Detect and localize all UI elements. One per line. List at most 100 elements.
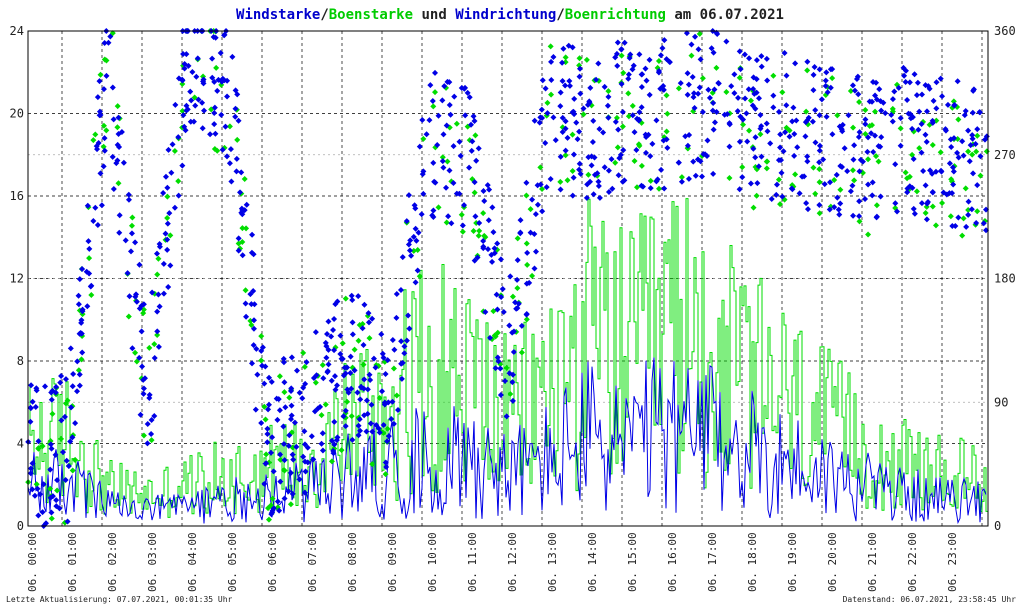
wind-direction-point xyxy=(692,33,699,40)
wind-direction-point xyxy=(139,363,146,370)
wind-direction-point xyxy=(661,37,668,44)
wind-direction-point xyxy=(933,79,940,86)
wind-direction-point xyxy=(301,428,308,435)
wind-direction-point xyxy=(566,82,573,89)
wind-direction-point xyxy=(753,89,760,96)
wind-direction-point xyxy=(76,382,83,389)
wind-direction-point xyxy=(364,386,371,393)
wind-direction-point xyxy=(865,134,872,141)
wind-direction-point xyxy=(601,164,608,171)
gust-direction-point xyxy=(873,202,880,209)
wind-direction-point xyxy=(406,325,413,332)
gust-direction-point xyxy=(128,222,135,229)
wind-direction-point xyxy=(891,88,898,95)
gust-direction-point xyxy=(619,123,626,130)
wind-direction-point xyxy=(264,431,271,438)
wind-direction-point xyxy=(96,112,103,119)
gust-direction-point xyxy=(453,120,460,127)
wind-direction-point xyxy=(537,114,544,121)
wind-direction-point xyxy=(85,238,92,245)
gust-direction-point xyxy=(443,219,450,226)
wind-direction-point xyxy=(27,418,34,425)
wind-direction-point xyxy=(755,163,762,170)
gust-direction-point xyxy=(90,137,97,144)
wind-direction-point xyxy=(710,49,717,56)
wind-direction-point xyxy=(430,159,437,166)
wind-direction-point xyxy=(410,233,417,240)
wind-direction-point xyxy=(770,104,777,111)
wind-direction-point xyxy=(189,69,196,76)
gust-direction-point xyxy=(977,172,984,179)
gust-direction-point xyxy=(151,341,158,348)
gust-direction-point xyxy=(503,364,510,371)
gust-direction-point xyxy=(962,185,969,192)
wind-direction-point xyxy=(618,81,625,88)
wind-direction-point xyxy=(713,109,720,116)
wind-direction-point xyxy=(955,214,962,221)
wind-direction-point xyxy=(221,31,228,38)
x-tick-label: 06. 18:00 xyxy=(746,532,759,592)
wind-direction-point xyxy=(494,240,501,247)
wind-direction-point xyxy=(397,287,404,294)
gust-direction-point xyxy=(269,495,276,502)
left-tick-label: 4 xyxy=(17,437,24,451)
wind-direction-point xyxy=(406,247,413,254)
gust-direction-point xyxy=(179,81,186,88)
wind-direction-point xyxy=(823,69,830,76)
wind-direction-point xyxy=(427,82,434,89)
wind-direction-point xyxy=(529,196,536,203)
wind-direction-point xyxy=(172,101,179,108)
wind-direction-point xyxy=(801,173,808,180)
wind-direction-point xyxy=(838,126,845,133)
gust-direction-point xyxy=(265,505,272,512)
gust-direction-point xyxy=(439,154,446,161)
wind-direction-point xyxy=(382,370,389,377)
wind-direction-point xyxy=(212,130,219,137)
gust-direction-point xyxy=(955,116,962,123)
wind-direction-point xyxy=(430,207,437,214)
wind-direction-point xyxy=(62,376,69,383)
wind-direction-point xyxy=(810,87,817,94)
wind-direction-point xyxy=(356,416,363,423)
wind-direction-point xyxy=(816,147,823,154)
wind-direction-point xyxy=(79,306,86,313)
wind-direction-point xyxy=(839,164,846,171)
wind-direction-point xyxy=(608,156,615,163)
wind-direction-point xyxy=(101,39,108,46)
wind-direction-point xyxy=(974,182,981,189)
gust-direction-point xyxy=(369,461,376,468)
wind-direction-point xyxy=(446,102,453,109)
wind-direction-point xyxy=(347,353,354,360)
gust-direction-point xyxy=(620,69,627,76)
gust-direction-point xyxy=(675,85,682,92)
wind-direction-point xyxy=(642,149,649,156)
gust-direction-point xyxy=(523,192,530,199)
wind-direction-point xyxy=(809,118,816,125)
wind-direction-point xyxy=(777,131,784,138)
gust-direction-point xyxy=(539,185,546,192)
wind-direction-point xyxy=(209,74,216,81)
gust-direction-point xyxy=(92,131,99,138)
gust-direction-point xyxy=(241,176,248,183)
wind-direction-point xyxy=(569,109,576,116)
wind-direction-point xyxy=(968,206,975,213)
wind-direction-point xyxy=(221,77,228,84)
gust-direction-point xyxy=(736,74,743,81)
wind-direction-point xyxy=(907,115,914,122)
wind-direction-point xyxy=(281,495,288,502)
wind-direction-point xyxy=(758,153,765,160)
wind-direction-point xyxy=(829,131,836,138)
wind-direction-point xyxy=(615,172,622,179)
wind-direction-point xyxy=(763,120,770,127)
wind-direction-point xyxy=(76,276,83,283)
wind-direction-point xyxy=(781,50,788,57)
wind-direction-point xyxy=(593,76,600,83)
wind-direction-point xyxy=(509,379,516,386)
wind-direction-point xyxy=(752,134,759,141)
wind-direction-point xyxy=(148,431,155,438)
wind-direction-point xyxy=(175,134,182,141)
wind-direction-point xyxy=(32,403,39,410)
wind-direction-point xyxy=(695,90,702,97)
x-tick-label: 06. 05:00 xyxy=(226,532,239,592)
wind-direction-point xyxy=(922,82,929,89)
